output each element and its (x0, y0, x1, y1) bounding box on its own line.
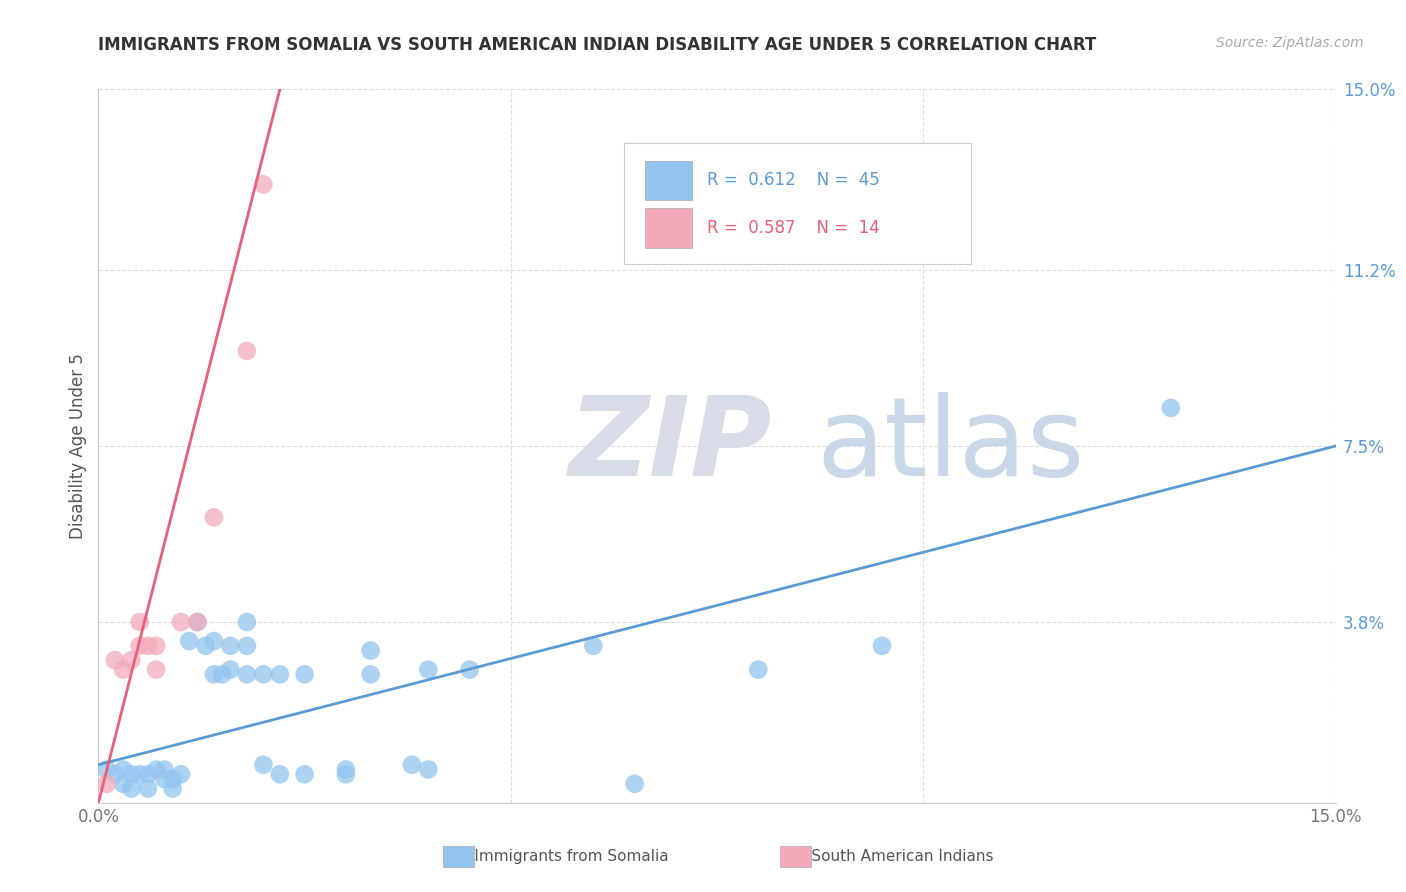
Text: ZIP: ZIP (568, 392, 772, 500)
Point (335, 763, 357, 777)
Point (120, 767, 142, 781)
Point (120, 653, 142, 667)
Point (252, 178, 274, 192)
Point (458, 663, 481, 677)
Point (128, 639, 150, 653)
Point (194, 639, 217, 653)
Point (179, 634, 201, 648)
Point (360, 643, 382, 657)
Point (202, 667, 225, 681)
Point (186, 615, 208, 629)
Text: Source: ZipAtlas.com: Source: ZipAtlas.com (1216, 36, 1364, 50)
Point (120, 781, 142, 796)
Point (582, 639, 605, 653)
Point (186, 615, 208, 629)
Point (96, 777, 118, 791)
Point (96, 763, 118, 777)
Point (269, 667, 291, 681)
Point (623, 777, 645, 791)
Point (870, 639, 893, 653)
Point (153, 763, 176, 777)
Point (112, 663, 135, 677)
Point (128, 767, 150, 781)
Point (211, 667, 233, 681)
Point (112, 777, 135, 791)
Text: R =  0.587    N =  14: R = 0.587 N = 14 (707, 219, 880, 236)
Point (418, 663, 440, 677)
Point (294, 767, 316, 781)
Point (136, 767, 159, 781)
Point (145, 663, 167, 677)
Point (104, 653, 127, 667)
Point (335, 767, 357, 781)
Text: atlas: atlas (815, 392, 1084, 500)
Point (294, 667, 316, 681)
Point (747, 663, 769, 677)
Bar (645, 209, 692, 248)
Y-axis label: Disability Age Under 5: Disability Age Under 5 (69, 353, 87, 539)
Text: South American Indians: South American Indians (787, 849, 994, 863)
Point (145, 763, 167, 777)
Point (170, 615, 193, 629)
Point (136, 781, 159, 796)
Text: Immigrants from Somalia: Immigrants from Somalia (450, 849, 668, 863)
Point (236, 343, 259, 358)
Point (236, 615, 259, 629)
Point (104, 767, 127, 781)
FancyBboxPatch shape (624, 143, 970, 264)
Point (202, 634, 225, 648)
Point (1160, 401, 1182, 415)
Point (136, 639, 159, 653)
Point (162, 772, 184, 786)
Point (236, 639, 259, 653)
Point (401, 757, 423, 772)
Text: R =  0.612    N =  45: R = 0.612 N = 45 (707, 171, 880, 189)
Point (252, 667, 274, 681)
Point (202, 510, 225, 524)
Point (219, 639, 242, 653)
Point (162, 781, 184, 796)
Point (252, 757, 274, 772)
Point (128, 615, 150, 629)
Point (112, 763, 135, 777)
Point (145, 639, 167, 653)
Point (269, 767, 291, 781)
Point (236, 667, 259, 681)
Point (360, 667, 382, 681)
Text: IMMIGRANTS FROM SOMALIA VS SOUTH AMERICAN INDIAN DISABILITY AGE UNDER 5 CORRELAT: IMMIGRANTS FROM SOMALIA VS SOUTH AMERICA… (98, 36, 1097, 54)
Point (418, 763, 440, 777)
Point (219, 663, 242, 677)
Point (153, 772, 176, 786)
Bar (645, 161, 692, 200)
Point (170, 767, 193, 781)
